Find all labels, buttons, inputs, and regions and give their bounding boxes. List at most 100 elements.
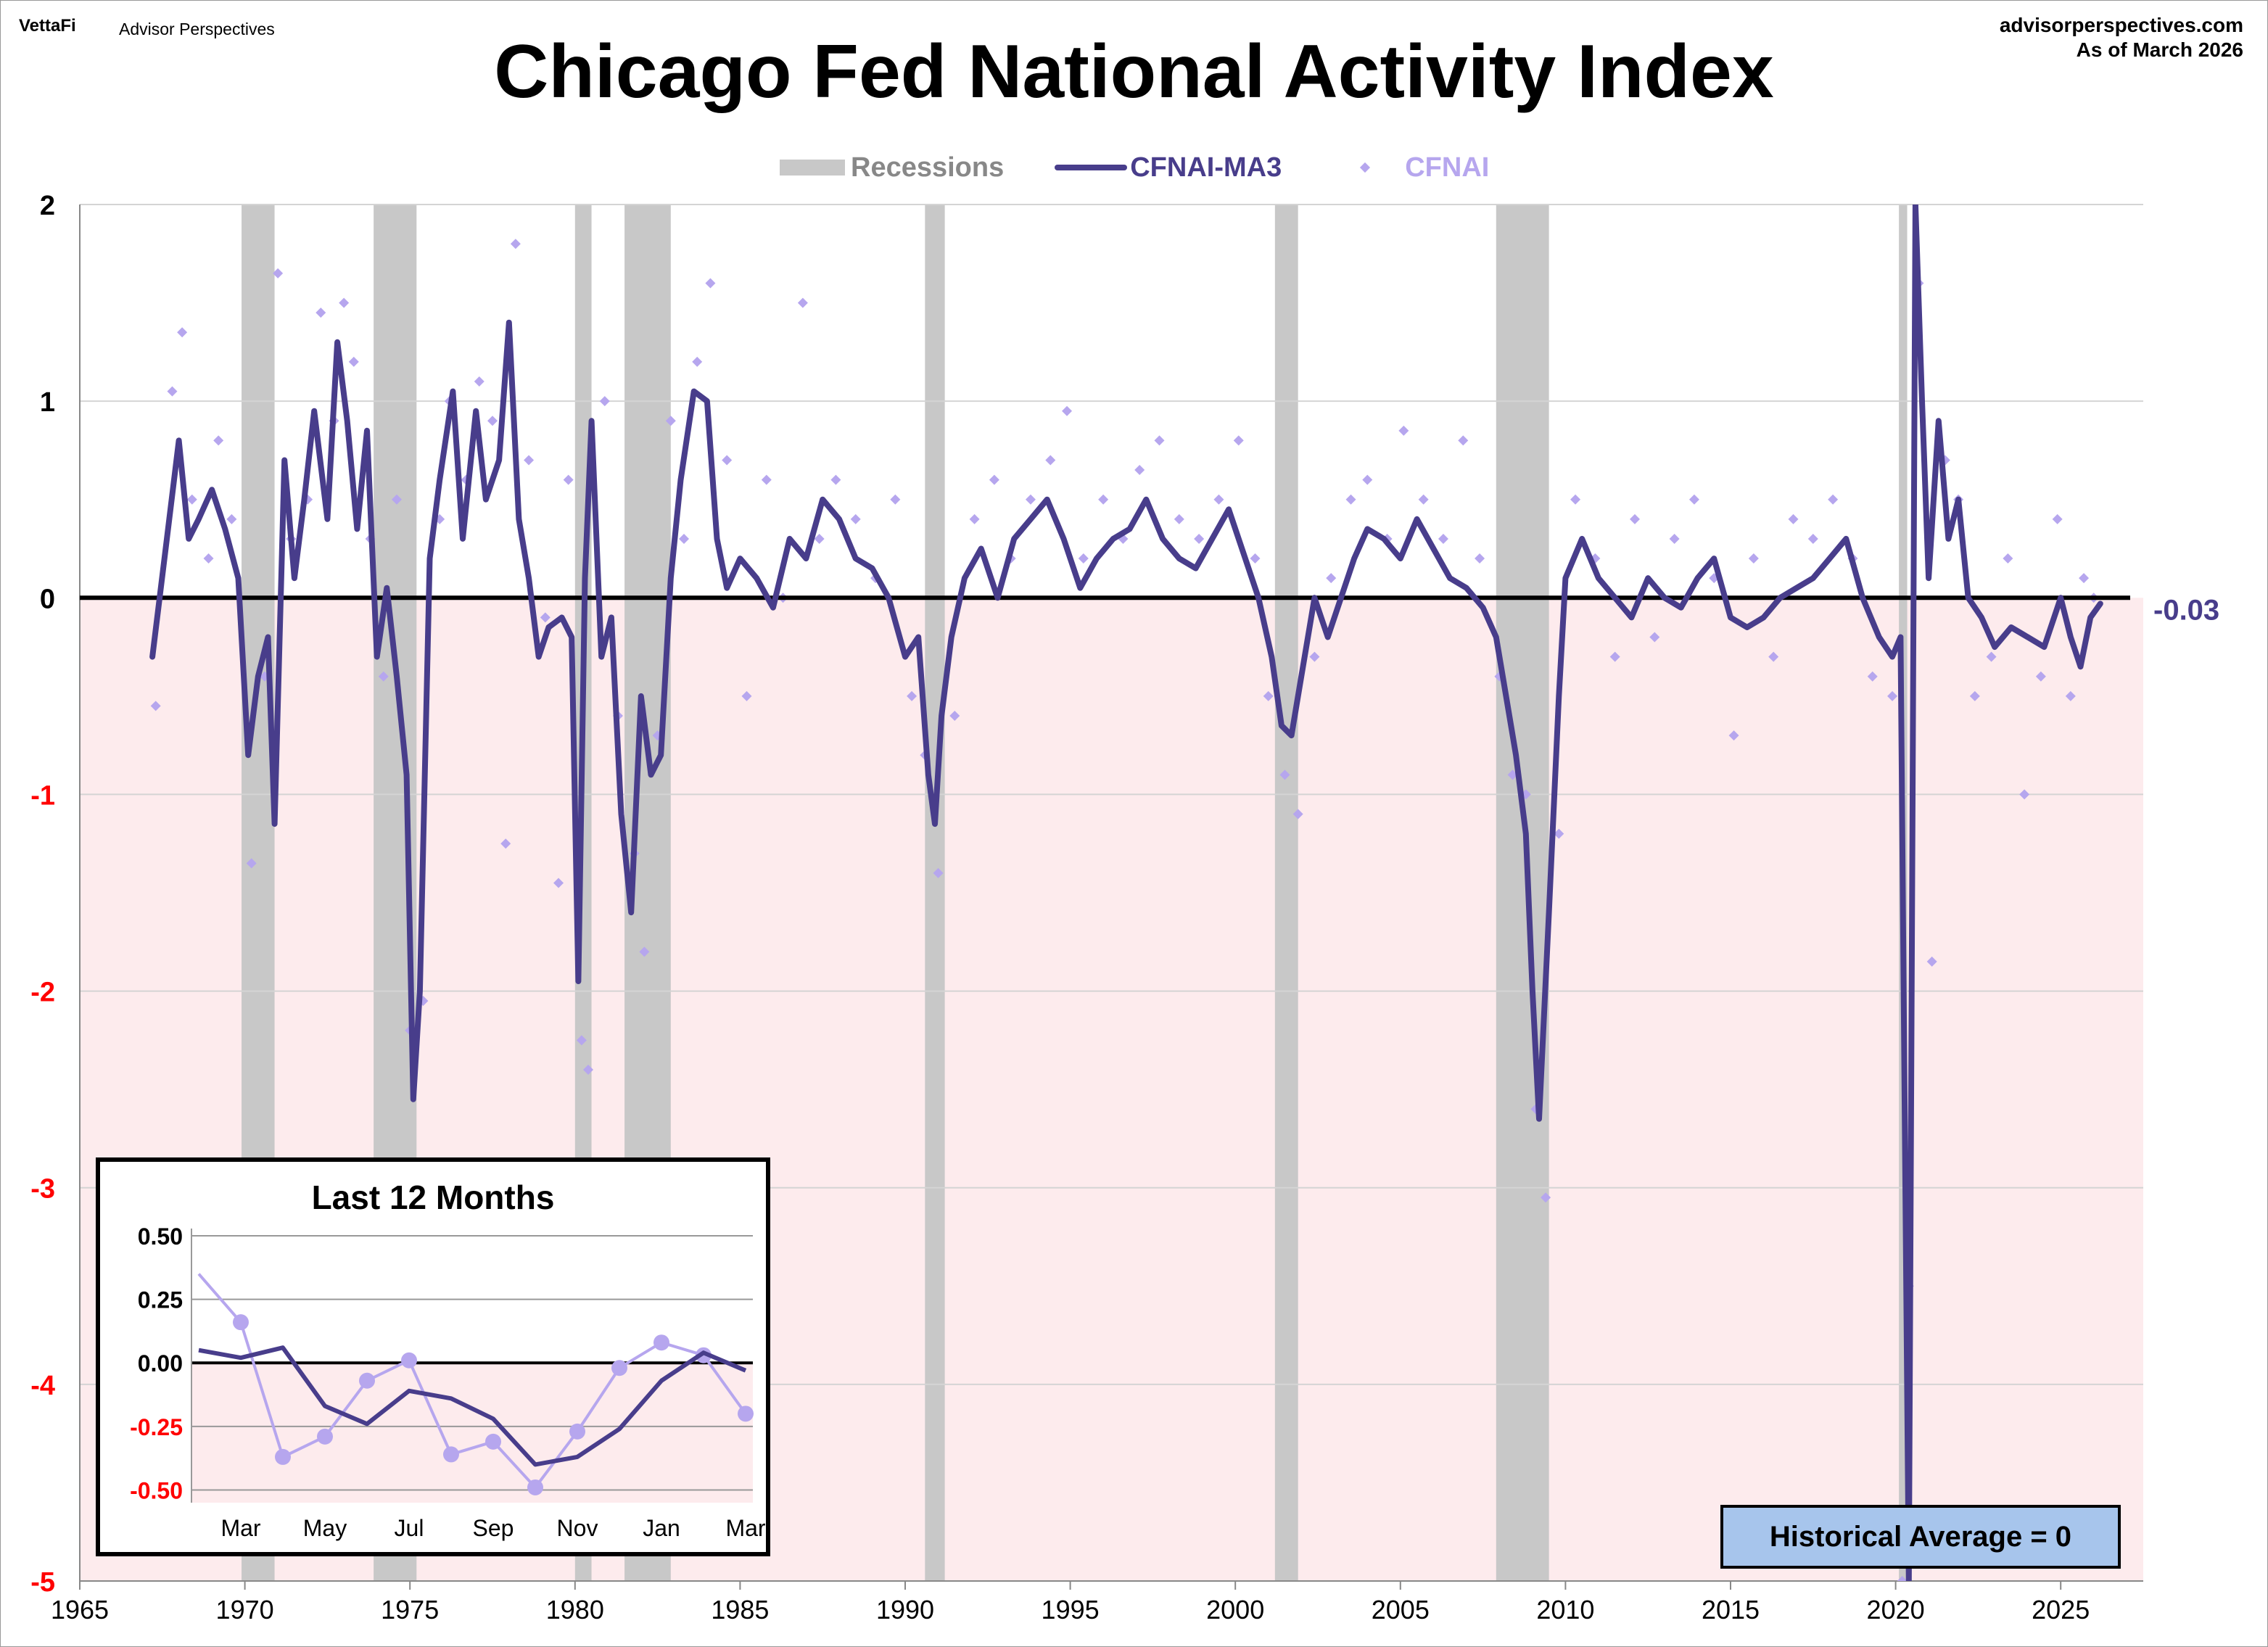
cfnai-point bbox=[1134, 465, 1145, 476]
cfnai-point bbox=[1828, 494, 1839, 505]
y-tick-label: -3 bbox=[30, 1174, 55, 1205]
inset-x-tick-label: Mar bbox=[725, 1515, 765, 1541]
x-tick-label: 1990 bbox=[876, 1595, 934, 1625]
cfnai-point bbox=[583, 1065, 594, 1076]
cfnai-point bbox=[186, 494, 197, 505]
cfnai-point bbox=[599, 396, 610, 407]
source-block: advisorperspectives.com As of March 2026 bbox=[2000, 13, 2243, 62]
cfnai-point bbox=[1078, 553, 1089, 564]
cfnai-point bbox=[246, 858, 257, 869]
cfnai-point bbox=[692, 356, 703, 367]
cfnai-point bbox=[1554, 828, 1564, 839]
latest-value-label: -0.03 bbox=[2153, 594, 2219, 626]
cfnai-point bbox=[339, 297, 350, 308]
cfnai-point bbox=[524, 455, 535, 466]
cfnai-point bbox=[1213, 494, 1224, 505]
cfnai-point bbox=[1986, 651, 1997, 662]
cfnai-point bbox=[679, 533, 690, 544]
cfnai-point bbox=[814, 533, 825, 544]
cfnai-point bbox=[540, 612, 550, 623]
cfnai-point bbox=[177, 327, 188, 338]
cfnai-point bbox=[1897, 1576, 1908, 1581]
cfnai-point bbox=[576, 1035, 587, 1046]
cfnai-point bbox=[316, 307, 326, 318]
source-site: advisorperspectives.com bbox=[1999, 14, 2243, 36]
cfnai-point bbox=[1669, 533, 1680, 544]
cfnai-point bbox=[741, 690, 752, 701]
cfnai-point bbox=[1728, 730, 1739, 741]
cfnai-point bbox=[890, 494, 901, 505]
inset-x-tick-label: May bbox=[303, 1515, 347, 1541]
cfnai-point bbox=[830, 474, 841, 485]
legend-cfnai: CFNAI bbox=[1332, 152, 1489, 183]
cfnai-point bbox=[1768, 651, 1779, 662]
cfnai-point bbox=[203, 553, 214, 564]
inset-cfnai-point bbox=[443, 1446, 459, 1463]
legend-recessions-label: Recessions bbox=[851, 152, 1005, 183]
cfnai-point bbox=[167, 386, 178, 397]
cfnai-point bbox=[933, 867, 944, 878]
cfnai-point bbox=[1541, 1192, 1551, 1203]
inset-panel: Last 12 Months 0.50 0.25 0.00 -0.25 -0.50 Mar… bbox=[96, 1157, 770, 1556]
y-tick-label: 0 bbox=[40, 584, 55, 614]
cfnai-point bbox=[1688, 494, 1699, 505]
cfnai-point bbox=[2019, 789, 2030, 800]
x-tick-label: 1975 bbox=[381, 1595, 439, 1625]
vettafi-logo: VettaFi bbox=[19, 16, 76, 36]
cfnai-point bbox=[1025, 494, 1036, 505]
inset-x-tick-label: Mar bbox=[220, 1515, 260, 1541]
recession-band-7 bbox=[1496, 205, 1549, 1581]
cfnai-point bbox=[1045, 455, 1056, 466]
inset-chart: 0.50 0.25 0.00 -0.25 -0.50 Mar May Jul Sep Nov Jan… bbox=[130, 1223, 766, 1541]
legend-ma3-label: CFNAI-MA3 bbox=[1130, 152, 1282, 183]
inset-y-tick-label: -0.25 bbox=[130, 1414, 183, 1440]
cfnai-point bbox=[1345, 494, 1356, 505]
inset-x-tick-label: Jul bbox=[395, 1515, 424, 1541]
inset-cfnai-point bbox=[317, 1428, 333, 1445]
recession-band-5 bbox=[925, 205, 945, 1581]
cfnai-point bbox=[969, 513, 980, 524]
inset-y-tick-label: 0.00 bbox=[138, 1350, 183, 1376]
cfnai-point bbox=[2052, 513, 2063, 524]
legend-recession-swatch bbox=[780, 160, 845, 176]
y-tick-label: -4 bbox=[30, 1371, 55, 1401]
cfnai-point bbox=[1309, 651, 1320, 662]
y-tick-label: -2 bbox=[30, 978, 55, 1008]
cfnai-point bbox=[1867, 671, 1878, 682]
cfnai-point bbox=[1233, 435, 1244, 446]
cfnai-point bbox=[1609, 651, 1620, 662]
cfnai-point bbox=[1418, 494, 1429, 505]
cfnai-point bbox=[273, 268, 284, 278]
cfnai-point bbox=[226, 513, 237, 524]
cfnai-point bbox=[1969, 690, 1980, 701]
cfnai-point bbox=[1629, 513, 1640, 524]
cfnai-point bbox=[213, 435, 224, 446]
inset-cfnai-point bbox=[275, 1448, 291, 1465]
historical-average-box: Historical Average = 0 bbox=[1720, 1505, 2121, 1569]
cfnai-point bbox=[150, 701, 161, 711]
cfnai-point bbox=[2065, 690, 2076, 701]
inset-title: Last 12 Months bbox=[311, 1179, 555, 1216]
cfnai-point bbox=[487, 416, 498, 426]
cfnai-point bbox=[1748, 553, 1759, 564]
inset-cfnai-point bbox=[233, 1314, 249, 1331]
cfnai-point bbox=[1326, 573, 1337, 584]
cfnai-point bbox=[1292, 809, 1303, 820]
cfnai-point bbox=[989, 474, 999, 485]
y-tick-label: 1 bbox=[40, 387, 55, 418]
x-tick-label: 2025 bbox=[2032, 1595, 2090, 1625]
inset-cfnai-point bbox=[569, 1423, 585, 1440]
chart-title: Chicago Fed National Activity Index bbox=[494, 30, 1774, 114]
legend-recessions: Recessions bbox=[780, 152, 1004, 183]
inset-ma3-line bbox=[198, 1345, 747, 1467]
cfnai-point bbox=[563, 474, 574, 485]
cfnai-point bbox=[797, 297, 808, 308]
cfnai-point bbox=[1475, 553, 1485, 564]
cfnai-point bbox=[850, 513, 861, 524]
cfnai-point bbox=[2003, 553, 2013, 564]
x-tick-label: 1965 bbox=[51, 1595, 109, 1625]
x-tick-label: 1980 bbox=[546, 1595, 604, 1625]
y-tick-label: 2 bbox=[40, 191, 55, 221]
x-tick-label: 2015 bbox=[1702, 1595, 1760, 1625]
legend-ma3: CFNAI-MA3 bbox=[1055, 152, 1282, 183]
